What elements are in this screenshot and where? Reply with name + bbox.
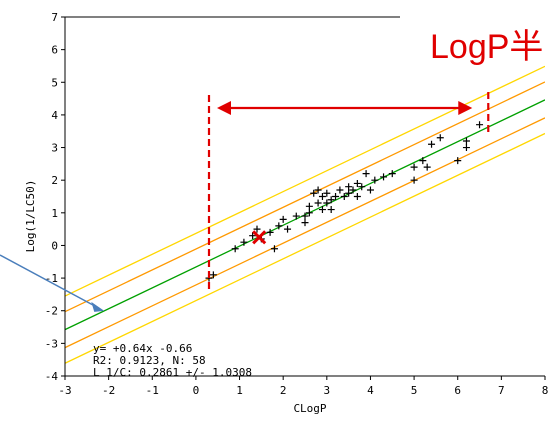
data-point	[340, 193, 348, 200]
y-tick-label: -2	[45, 305, 58, 318]
inner-band-upper	[65, 81, 545, 313]
data-point	[301, 219, 309, 227]
y-tick-label: -1	[45, 272, 58, 285]
data-point	[323, 199, 331, 207]
data-point	[253, 225, 261, 233]
data-point	[336, 186, 344, 194]
inner-band-lower	[65, 117, 545, 349]
x-tick-label: -1	[146, 384, 159, 397]
y-tick-label: 0	[51, 239, 58, 252]
plot-frame	[64, 16, 545, 377]
x-tick-label: 4	[367, 384, 374, 397]
y-tick-label: -3	[45, 337, 58, 350]
y-tick-label: 2	[51, 174, 58, 187]
data-point	[476, 121, 484, 129]
stats-equation: y= +0.64x -0.66	[93, 342, 192, 355]
outer-band-upper	[65, 65, 545, 297]
y-tick-label: -4	[45, 370, 59, 383]
data-point	[327, 196, 335, 204]
data-point	[345, 189, 353, 197]
x-tick-label: 8	[542, 384, 549, 397]
callout-arrow-line	[0, 254, 99, 309]
data-point	[231, 245, 239, 253]
y-tick-label: 5	[51, 76, 58, 89]
data-point	[423, 163, 431, 171]
data-point	[349, 186, 357, 194]
stats-interval: L 1/C: 0.2861 +/- 1.0308	[93, 366, 252, 379]
data-point	[301, 212, 309, 220]
x-tick-label: 5	[411, 384, 418, 397]
x-tick-label: -2	[102, 384, 115, 397]
callout-text: LogP半	[430, 28, 543, 66]
data-point	[332, 193, 340, 200]
data-point	[358, 183, 366, 191]
y-tick-label: 1	[51, 207, 58, 220]
y-tick-label: 3	[51, 142, 58, 155]
y-axis-label: Log(1/LC50)	[24, 180, 37, 253]
data-point	[388, 170, 396, 178]
data-point	[279, 215, 287, 223]
x-tick-label: 2	[280, 384, 287, 397]
data-point	[345, 183, 353, 191]
data-point	[314, 186, 322, 194]
stats-r2: R2: 0.9123, N: 58	[93, 354, 206, 367]
data-point	[353, 193, 361, 200]
data-point	[292, 212, 300, 220]
data-point	[310, 189, 318, 197]
data-points	[205, 121, 484, 282]
y-tick-label: 6	[51, 44, 58, 57]
data-point	[314, 199, 322, 207]
range-arrow-head-right	[458, 101, 473, 115]
x-tick-label: 3	[324, 384, 331, 397]
outer-band-lower	[65, 132, 545, 364]
range-arrow-head-left	[217, 101, 231, 115]
x-tick-label: 1	[236, 384, 243, 397]
x-tick-label: 6	[454, 384, 461, 397]
data-point	[353, 179, 361, 187]
data-point	[419, 157, 427, 165]
data-point	[327, 206, 335, 214]
x-tick-label: -3	[58, 384, 71, 397]
data-point	[209, 271, 217, 279]
data-point	[366, 186, 374, 194]
callout-arrow-head	[91, 301, 105, 312]
data-point	[318, 193, 326, 200]
data-point	[249, 232, 257, 240]
data-point	[270, 245, 278, 253]
annotations	[0, 92, 490, 312]
y-tick-label: 7	[51, 11, 58, 24]
y-axis-ticks: -4 -3 -2 -1 0 1 2 3 4 5 6 7	[45, 11, 65, 383]
x-axis-ticks: -3 -2 -1 0 1 2 3 4 5 6 7 8	[58, 376, 548, 397]
data-point	[323, 189, 331, 197]
data-point	[410, 176, 418, 184]
data-point	[318, 206, 326, 214]
data-point	[305, 209, 313, 217]
x-tick-label: 7	[498, 384, 505, 397]
data-point	[362, 170, 370, 178]
data-point	[462, 144, 470, 152]
data-point	[275, 222, 283, 230]
data-point	[266, 228, 274, 236]
data-point	[436, 134, 444, 142]
data-point	[428, 140, 436, 148]
y-tick-label: 4	[51, 109, 58, 122]
data-point	[284, 225, 292, 233]
x-tick-label: 0	[193, 384, 200, 397]
highlight-point	[252, 230, 267, 245]
data-point	[240, 238, 248, 246]
data-point	[410, 163, 418, 171]
data-point	[305, 202, 313, 210]
data-point	[371, 176, 379, 184]
data-point	[462, 137, 470, 145]
data-point	[380, 173, 388, 181]
x-axis-label: CLogP	[293, 402, 326, 415]
data-point	[454, 157, 462, 165]
